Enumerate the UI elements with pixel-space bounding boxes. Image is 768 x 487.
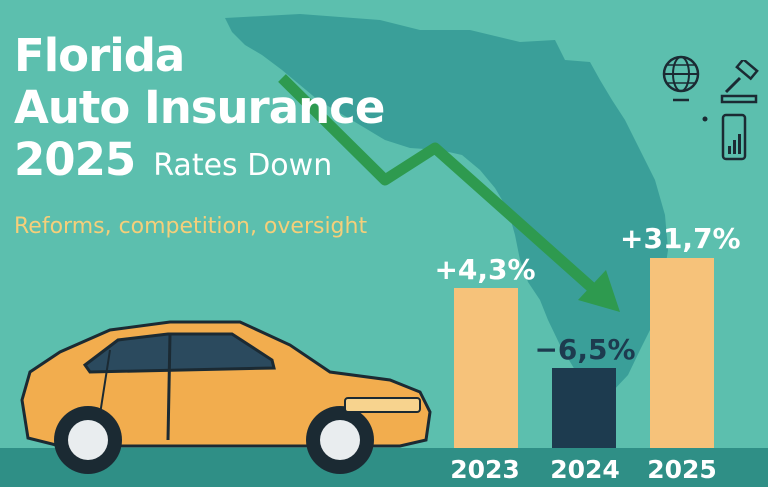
globe-icon (662, 55, 700, 102)
car-illustration (20, 320, 432, 474)
trend-down-arrow (278, 74, 620, 312)
bar-value-label-2024: −6,5% (534, 333, 636, 366)
bar-value-label-2023: +4,3% (434, 253, 536, 286)
bar-2023 (454, 288, 518, 448)
ground-strip (0, 448, 768, 487)
florida-map (225, 14, 668, 398)
title-line-2: Auto Insurance (14, 81, 385, 134)
bar-2024 (552, 368, 616, 448)
page-title: Florida Auto Insurance 2025 Rates Down (14, 29, 385, 192)
dot-icon (702, 116, 708, 122)
title-line-3: 2025 (14, 133, 136, 186)
bar-2025 (650, 258, 714, 448)
title-year-row: 2025 Rates Down (14, 134, 384, 192)
gavel-icon (720, 60, 759, 104)
x-tick-2024: 2024 (550, 455, 620, 484)
tagline: Reforms, competition, oversight (14, 214, 368, 239)
subtitle: Rates Down (153, 148, 333, 183)
x-tick-2023: 2023 (450, 455, 520, 484)
bar-value-label-2025: +31,7% (620, 222, 741, 255)
phone-chart-icon (721, 113, 747, 161)
title-line-1: Florida (14, 29, 185, 82)
x-tick-2025: 2025 (647, 455, 717, 484)
